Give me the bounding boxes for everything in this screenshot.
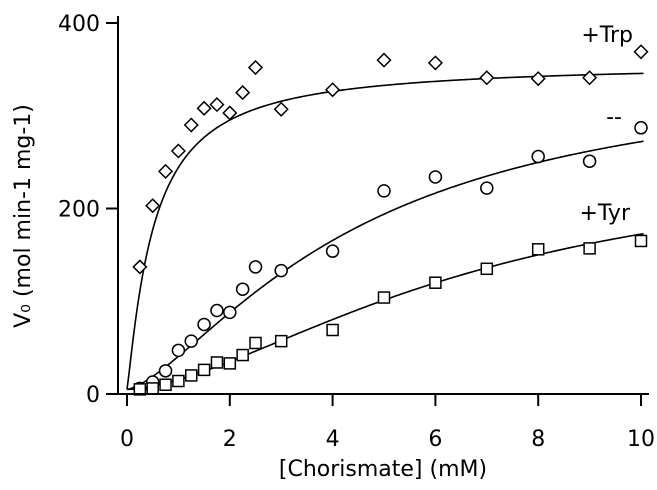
square-marker	[583, 242, 596, 255]
circle-marker	[235, 282, 250, 296]
diamond-marker	[235, 85, 251, 101]
diamond-marker	[273, 101, 289, 117]
square-marker	[274, 334, 288, 348]
y-tick-label: 0	[86, 383, 100, 408]
series-label-control: --	[606, 105, 622, 130]
diamond-marker	[530, 71, 546, 87]
x-tick-label: 2	[223, 427, 237, 452]
series-label-trp: +Trp	[581, 23, 633, 48]
diamond-marker	[479, 70, 495, 86]
y-tick-label: 400	[58, 12, 100, 37]
circle-marker	[171, 343, 186, 358]
circle-marker	[582, 154, 597, 168]
x-tick-label: 0	[120, 427, 134, 452]
diamond-marker	[132, 259, 148, 275]
diamond-marker	[196, 100, 212, 116]
square-marker	[185, 369, 198, 382]
series-label-tyr: +Tyr	[579, 201, 630, 226]
fit-curve	[126, 140, 644, 391]
square-marker	[210, 356, 224, 369]
circle-marker	[184, 334, 198, 348]
square-marker	[377, 291, 391, 304]
fit-curve	[126, 72, 644, 390]
x-axis-title: [Chorismate] (mM)	[279, 457, 487, 482]
circle-marker	[274, 263, 288, 278]
square-marker	[429, 276, 442, 289]
square-marker	[223, 357, 237, 370]
circle-marker	[531, 149, 545, 164]
fit-curves	[126, 72, 644, 391]
square-marker	[146, 382, 159, 395]
square-marker	[249, 336, 262, 350]
circle-marker	[428, 170, 443, 184]
ticks: 0 2 4 6 8 10 0 200 400	[58, 12, 655, 452]
square-marker	[634, 234, 648, 248]
x-tick-label: 6	[428, 427, 442, 452]
square-marker	[172, 374, 185, 388]
square-marker	[236, 348, 249, 362]
diamond-marker	[222, 105, 238, 121]
x-tick-label: 4	[326, 427, 340, 452]
x-tick-label: 8	[531, 427, 545, 452]
diamond-marker	[247, 59, 264, 76]
circle-marker	[158, 364, 173, 378]
diamond-marker	[183, 117, 199, 133]
diamond-marker	[427, 55, 443, 71]
circle-marker	[248, 260, 263, 274]
square-marker	[159, 378, 172, 391]
circle-marker	[325, 244, 340, 258]
square-marker	[197, 363, 211, 377]
circle-marker	[223, 305, 237, 320]
square-marker	[326, 323, 339, 337]
square-marker	[531, 243, 545, 256]
y-axis-title: V₀ (mol min-1 mg-1)	[11, 104, 36, 328]
diamond-marker	[325, 82, 341, 98]
square-marker	[480, 262, 494, 276]
diamond-marker	[633, 44, 649, 60]
x-tick-label: 10	[627, 427, 655, 452]
circle-marker	[480, 181, 494, 195]
diamond-marker	[209, 97, 225, 113]
diamond-marker	[376, 52, 392, 68]
diamond-marker	[582, 70, 598, 86]
y-tick-label: 200	[58, 198, 100, 223]
circle-marker	[197, 317, 211, 332]
labels: [Chorismate] (mM) V₀ (mol min-1 mg-1) +T…	[11, 23, 633, 482]
diamond-marker	[145, 198, 161, 214]
data-points	[132, 44, 649, 396]
diamond-marker	[170, 143, 186, 159]
circle-marker	[377, 184, 391, 198]
axes	[117, 16, 649, 395]
diamond-marker	[157, 163, 174, 179]
circle-marker	[210, 303, 224, 318]
circle-marker	[634, 121, 648, 135]
